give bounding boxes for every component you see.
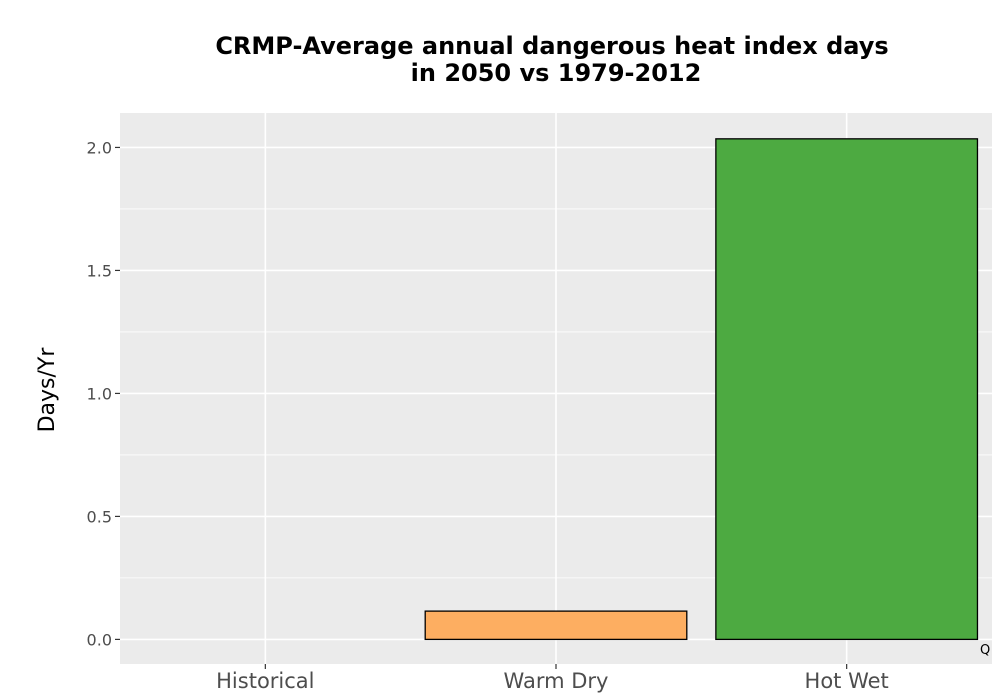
corner-mark: Q xyxy=(980,643,990,658)
bar-warm-dry xyxy=(424,610,688,641)
x-axis-ticks: Historical Warm Dry Hot Wet xyxy=(216,664,889,693)
x-tick-label: Warm Dry xyxy=(504,669,609,693)
y-axis-ticks: 0.0 0.5 1.0 1.5 2.0 xyxy=(87,138,120,649)
y-tick-label: 0.5 xyxy=(87,507,112,526)
y-tick-label: 2.0 xyxy=(87,138,112,157)
bars xyxy=(424,138,979,641)
y-axis-label: Days/Yr xyxy=(35,347,60,433)
y-tick-label: 0.0 xyxy=(87,630,112,649)
chart-title-line-2: in 2050 vs 1979-2012 xyxy=(411,59,702,87)
y-tick-label: 1.5 xyxy=(87,261,112,280)
chart-title: CRMP-Average annual dangerous heat index… xyxy=(215,32,888,87)
x-tick-label: Historical xyxy=(216,669,314,693)
chart-title-line-1: CRMP-Average annual dangerous heat index… xyxy=(215,32,888,60)
y-tick-label: 1.0 xyxy=(87,384,112,403)
x-tick-label: Hot Wet xyxy=(805,669,889,693)
bar-hot-wet xyxy=(715,138,979,641)
